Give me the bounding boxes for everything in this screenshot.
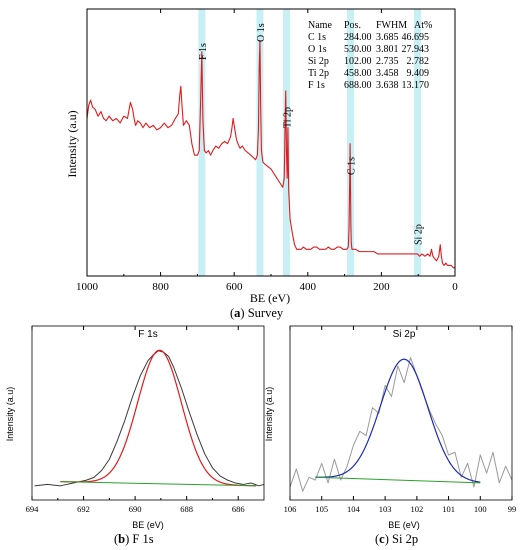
si2p-frame [289, 325, 513, 501]
x-tick-label: 800 [152, 281, 169, 293]
x-tick-label: 100 [474, 504, 487, 514]
survey-y-axis-label: Intensity (a.u) [65, 110, 79, 177]
x-tick-label: 688 [180, 504, 193, 514]
series-line [289, 357, 513, 492]
x-tick-label: 0 [452, 281, 458, 293]
f1s-y-axis-label: Intensity (a.u) [5, 387, 15, 442]
peak-label: Ti 2p [282, 107, 293, 128]
x-tick-label: 101 [442, 504, 455, 514]
survey-series [86, 39, 455, 269]
table-cell: 13.170 [402, 80, 430, 91]
caption-a: (a) Survey [230, 306, 284, 320]
series-line [315, 358, 481, 483]
caption-b: (b) F 1s [114, 532, 154, 546]
table-cell: F 1s [308, 80, 325, 91]
table-cell: 3.638 [376, 80, 399, 91]
plot-frame [86, 8, 456, 277]
x-tick-label: 686 [232, 504, 245, 514]
caption-c-letter: c [379, 532, 385, 546]
x-tick-label: 104 [347, 504, 361, 514]
table-cell: 9.409 [407, 68, 430, 79]
table-cell: 3.801 [376, 44, 399, 55]
x-tick-label: 106 [284, 504, 297, 514]
f1s-series [34, 349, 265, 487]
x-tick-label: 692 [77, 504, 90, 514]
x-tick-label: 1000 [76, 281, 99, 293]
table-cell: 102.00 [344, 56, 372, 67]
peak-label: O 1s [256, 23, 267, 42]
survey-x-ticks: 1000 800 600 400 200 0 [76, 9, 458, 293]
x-tick-label: 103 [379, 504, 392, 514]
f1s-chart-title: F 1s [138, 329, 157, 340]
si2p-series [289, 357, 513, 492]
plot-frame [289, 325, 513, 501]
x-tick-label: 99 [508, 504, 517, 514]
si2p-chart-title: Si 2p [393, 329, 416, 340]
peak-label: Si 2p [413, 224, 424, 245]
f1s-x-ticks: 694 692 690 688 686 [26, 326, 245, 514]
caption-b-letter: b [118, 532, 126, 546]
table-cell: Ti 2p [308, 68, 329, 79]
table-cell: 458.00 [344, 68, 372, 79]
highlight-band [256, 9, 264, 276]
plot-frame [31, 325, 265, 501]
table-cell: O 1s [308, 44, 327, 55]
table-cell: Si 2p [308, 56, 329, 67]
caption-a-text: Survey [247, 306, 284, 320]
peak-label: F 1s [198, 43, 209, 60]
highlight-band [413, 9, 421, 276]
series-line [60, 481, 257, 487]
table-cell: 2.735 [376, 56, 399, 67]
table-cell: 2.782 [407, 56, 430, 67]
caption-a-letter: a [234, 306, 241, 320]
caption-c-text: Si 2p [392, 532, 419, 546]
x-tick-label: 200 [373, 281, 390, 293]
x-tick-label: 102 [410, 504, 423, 514]
x-tick-label: 400 [300, 281, 317, 293]
survey-peak-labels: F 1s O 1s Ti 2p C 1s Si 2p [198, 23, 425, 245]
table-cell: 27.943 [402, 44, 430, 55]
highlight-band [346, 9, 354, 276]
x-tick-label: 105 [315, 504, 328, 514]
si2p-x-axis-label: BE (eV) [388, 520, 420, 530]
survey-frame [86, 8, 456, 277]
caption-b-text: F 1s [132, 532, 154, 546]
table-cell: 46.695 [402, 32, 430, 43]
caption-c: (c) Si 2p [375, 532, 419, 546]
table-cell: 3.685 [376, 32, 399, 43]
table-header: Name [308, 20, 332, 31]
table-cell: C 1s [308, 32, 326, 43]
x-tick-label: 600 [226, 281, 243, 293]
table-header: At% [414, 20, 432, 31]
si2p-x-ticks: 106 105 104 103 102 101 100 99 [284, 326, 517, 514]
table-header: Pos. [344, 20, 361, 31]
table-cell: 688.00 [344, 80, 372, 91]
survey-results-table: Name Pos. FWHM At% C 1s 284.00 3.685 46.695 O 1s… [308, 20, 432, 91]
si2p-y-axis-label: Intensity (a.u) [264, 387, 274, 442]
series-line [86, 39, 455, 269]
table-cell: 530.00 [344, 44, 372, 55]
series-line [34, 350, 265, 487]
series-line [60, 349, 257, 487]
x-tick-label: 694 [26, 504, 40, 514]
series-line [315, 476, 481, 484]
table-cell: 3.458 [376, 68, 399, 79]
f1s-frame [31, 325, 265, 501]
table-header: FWHM [376, 20, 407, 31]
table-cell: 284.00 [344, 32, 372, 43]
f1s-x-axis-label: BE (eV) [132, 520, 164, 530]
peak-label: C 1s [346, 157, 357, 175]
highlight-band [198, 9, 206, 276]
x-tick-label: 690 [129, 504, 142, 514]
survey-x-axis-label: BE (eV) [250, 291, 290, 305]
